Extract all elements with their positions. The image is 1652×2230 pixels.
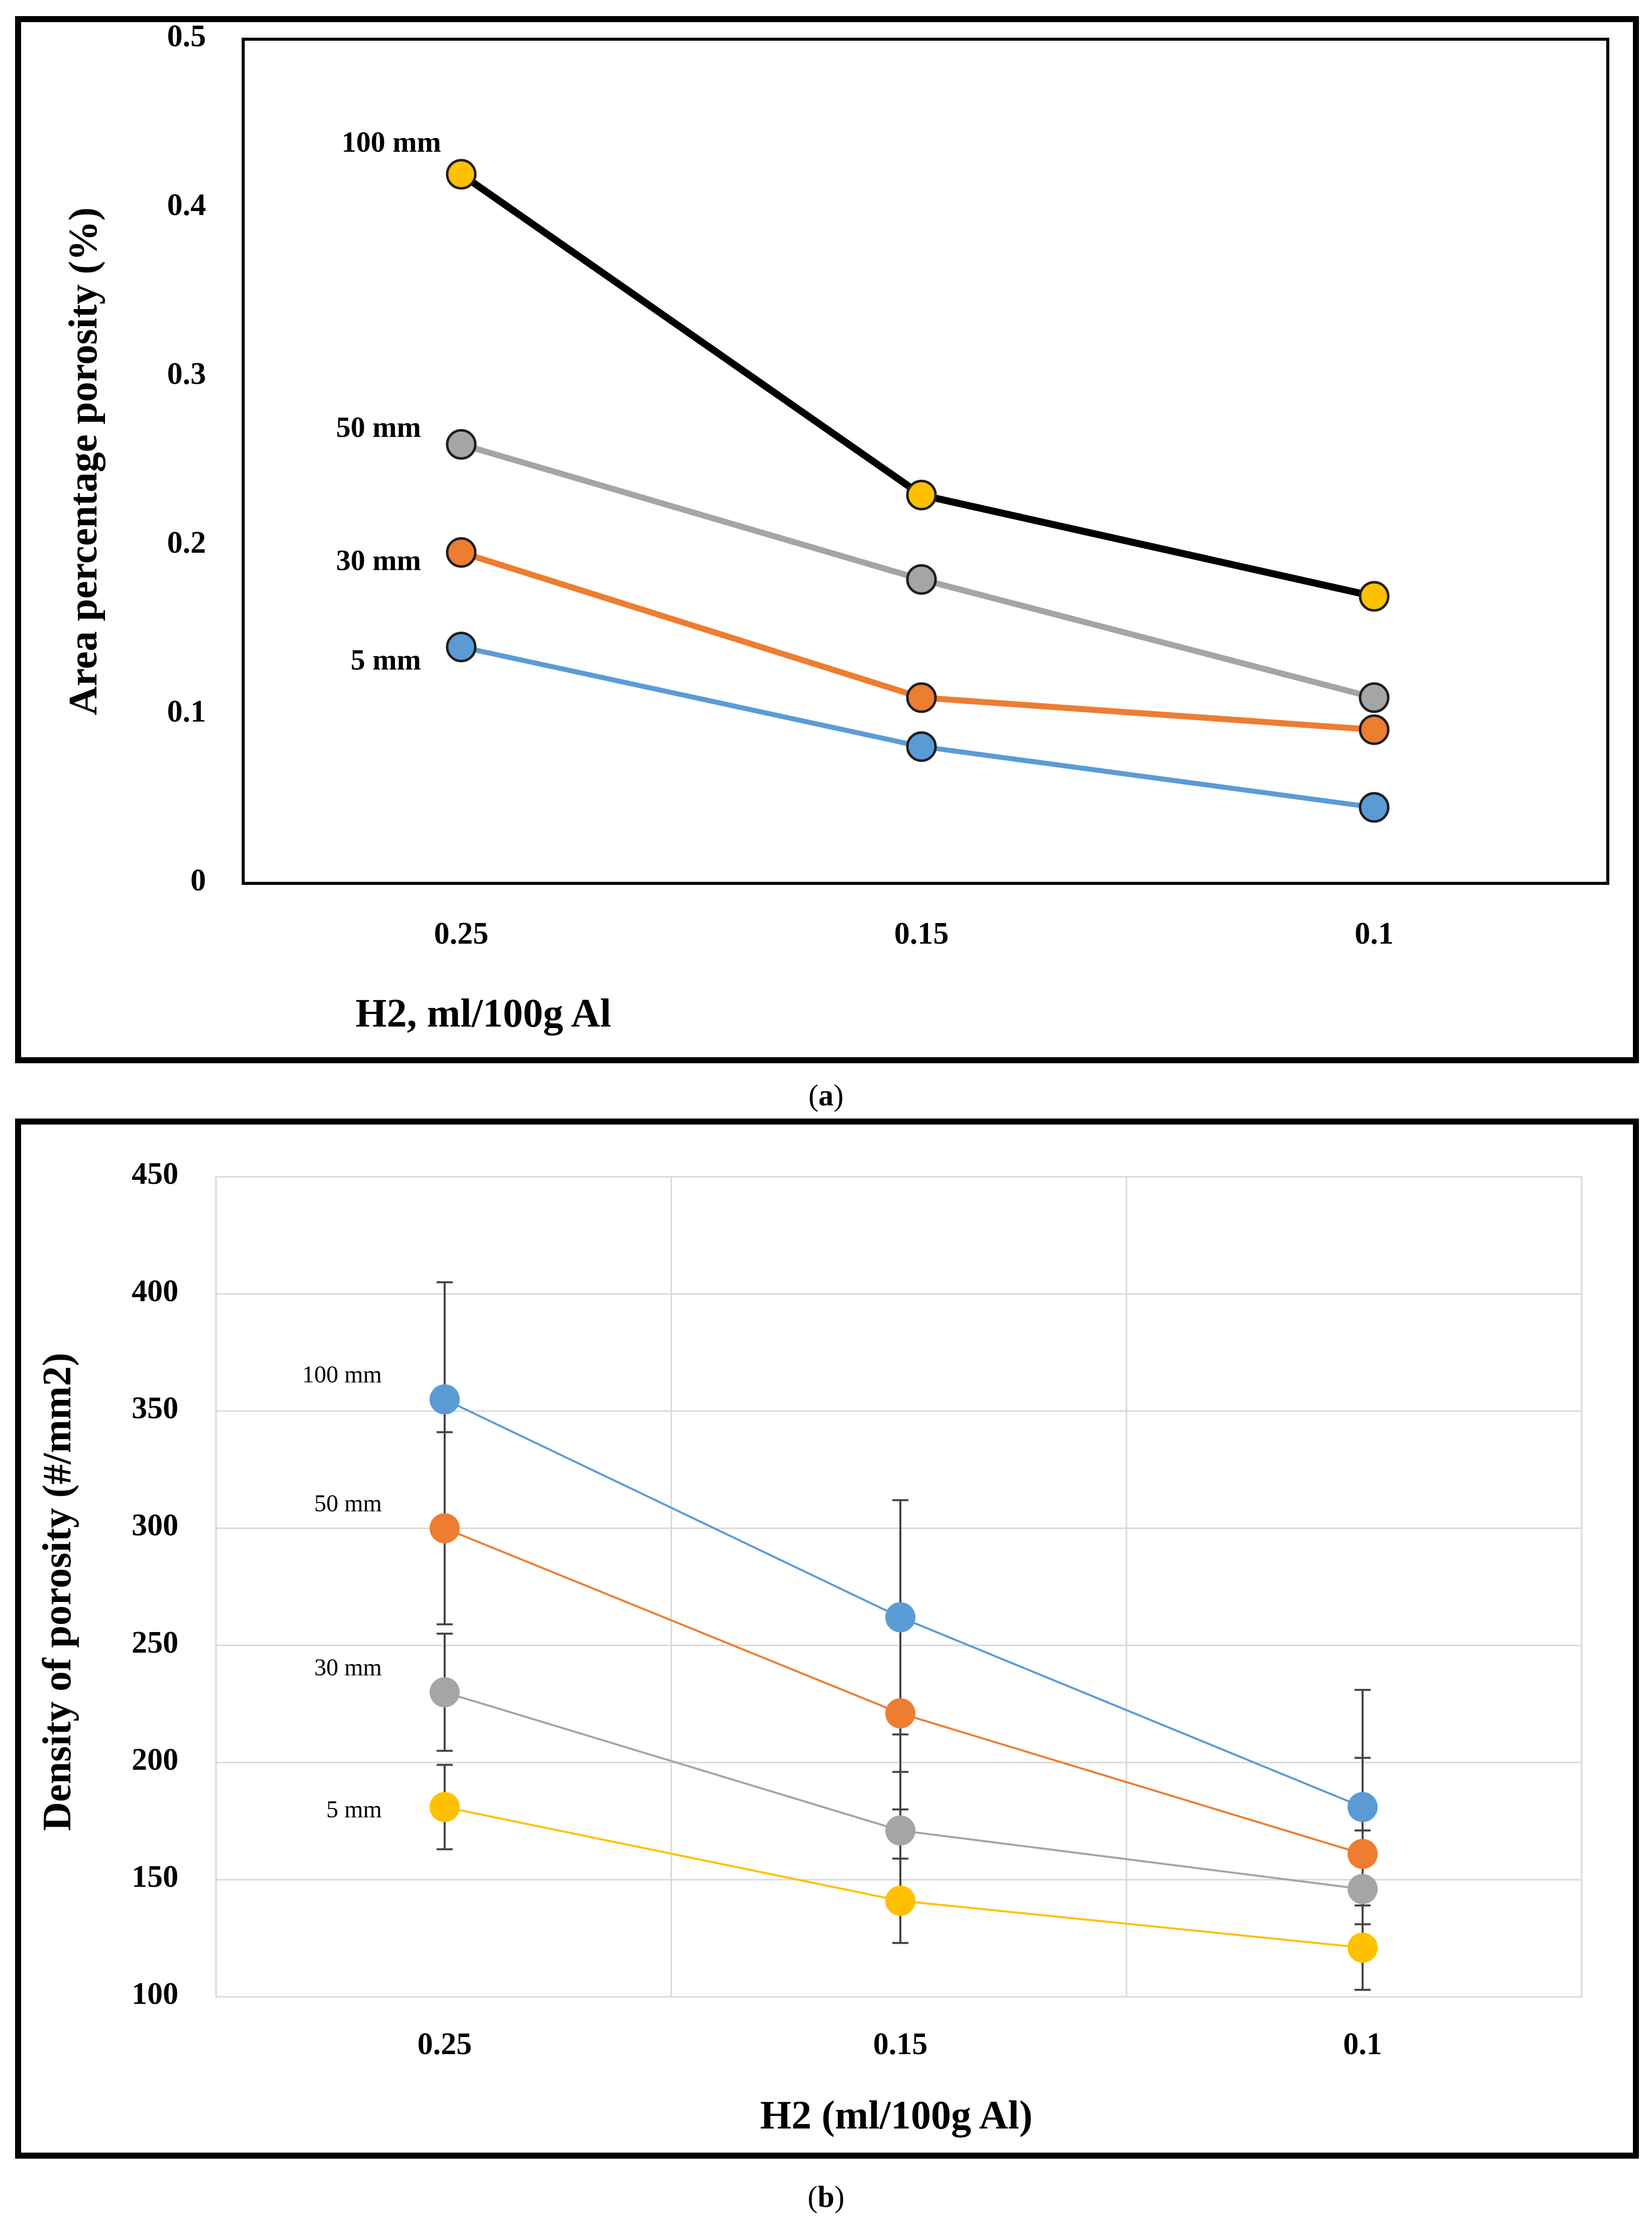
panel-a-point-30-mm-0-25 [446, 537, 477, 568]
panel-b-frame [15, 1119, 1639, 2159]
panel-b-x-axis-label: H2 (ml/100g Al) [760, 2093, 1032, 2138]
panel-b-point-30-mm-0-15 [885, 1815, 915, 1846]
panel-a-y-axis-label: Area percentage porosity (%) [61, 208, 106, 716]
panel-a-ytick-0-2: 0.2 [167, 526, 206, 560]
panel-b-series-markers [430, 1384, 1378, 1963]
panel-a-y-ticks: 0 0.1 0.2 0.3 0.4 0.5 [167, 19, 206, 897]
panel-a-line-100-mm [459, 171, 1375, 600]
panel-b-error-bars [437, 1281, 1371, 1991]
panel-b-point-50-mm-0-25 [430, 1513, 460, 1544]
panel-a-frame [15, 16, 1639, 1063]
panel-a-point-5-mm-0-15 [906, 731, 937, 762]
panel-a-caption: (a) [808, 1079, 844, 1112]
panel-b-ytick-450: 450 [132, 1157, 178, 1191]
panel-a-ytick-0-4: 0.4 [167, 188, 206, 222]
panel-a-series-label-50-mm: 50 mm [336, 411, 421, 443]
panel-a-series-label-100-mm: 100 mm [342, 126, 441, 158]
panel-a-x-ticks: 0.25 0.15 0.1 [434, 917, 1394, 951]
panel-b-point-100-mm-0-1 [1348, 1792, 1378, 1822]
panel-a-ytick-0-3: 0.3 [167, 357, 206, 391]
panel-a-point-50-mm-0-1 [1359, 682, 1390, 713]
panel-b-y-ticks: 100 150 200 250 300 350 400 450 [132, 1157, 178, 2011]
panel-a-point-5-mm-0-25 [446, 632, 477, 663]
panel-a-point-5-mm-0-1 [1359, 792, 1390, 823]
panel-b-xtick-0-15: 0.15 [873, 2027, 928, 2061]
panel-b-gridlines [216, 1176, 1582, 1998]
panel-a-caption-open: ( [808, 1079, 818, 1112]
panel-a-point-100-mm-0-15 [906, 479, 937, 511]
panel-a-series-labels: 100 mm 50 mm 30 mm 5 mm [336, 126, 441, 676]
panel-a-line-5-mm [460, 644, 1375, 810]
panel-a-series-label-5-mm: 5 mm [351, 644, 421, 676]
panel-b-ytick-150: 150 [132, 1860, 178, 1894]
panel-b-series-label-100-mm: 100 mm [302, 1361, 382, 1388]
panel-a-plot-area [242, 38, 1609, 885]
panel-b-caption-letter: b [817, 2180, 834, 2213]
panel-b-ytick-400: 400 [132, 1274, 178, 1308]
panel-b-ytick-350: 350 [132, 1391, 178, 1426]
panel-b-point-50-mm-0-1 [1348, 1839, 1378, 1869]
panel-a-xtick-0-1: 0.1 [1355, 917, 1394, 951]
panel-b-caption-open: ( [807, 2180, 817, 2213]
panel-b-caption-close: ) [835, 2180, 845, 2213]
panel-a-point-30-mm-0-1 [1359, 714, 1390, 745]
panel-b-point-100-mm-0-25 [430, 1384, 460, 1414]
panel-b-plot-area [215, 1176, 1583, 1998]
panel-b-ytick-300: 300 [132, 1508, 178, 1543]
panel-a-point-30-mm-0-15 [906, 682, 937, 713]
panel-b-series-lines [444, 1398, 1363, 1949]
chart-panel-b: 100 150 200 250 300 350 400 450 0.25 0.15 0.1 100… [15, 1119, 1639, 2159]
panel-a-ytick-0: 0 [190, 863, 206, 897]
panel-a-series-label-30-mm: 30 mm [336, 544, 421, 576]
panel-b-xtick-0-1: 0.1 [1343, 2027, 1382, 2061]
panel-b-x-ticks: 0.25 0.15 0.1 [418, 2027, 1382, 2061]
panel-b-point-30-mm-0-25 [430, 1677, 460, 1707]
panel-b-point-50-mm-0-15 [885, 1698, 915, 1729]
chart-panel-a: 0 0.1 0.2 0.3 0.4 0.5 0.25 0.15 0.1 100 mm 50 mm… [15, 16, 1639, 1063]
panel-b-series-label-30-mm: 30 mm [314, 1654, 382, 1681]
panel-a-point-100-mm-0-25 [446, 159, 477, 190]
panel-a-point-50-mm-0-15 [906, 564, 937, 595]
panel-a-x-axis-label: H2, ml/100g Al [356, 991, 611, 1036]
panel-a-xtick-0-15: 0.15 [894, 917, 949, 951]
panel-b-series-label-5-mm: 5 mm [326, 1796, 382, 1822]
panel-b-point-5-mm-0-1 [1348, 1933, 1378, 1963]
panel-a-ytick-0-1: 0.1 [167, 694, 206, 729]
panel-b-point-100-mm-0-15 [885, 1602, 915, 1633]
panel-a-xtick-0-25: 0.25 [434, 917, 489, 951]
panel-b-series-labels: 100 mm 50 mm 30 mm 5 mm [302, 1361, 382, 1822]
panel-b-caption: (b) [807, 2180, 844, 2213]
panel-b-point-5-mm-0-15 [885, 1885, 915, 1916]
panel-a-caption-letter: a [818, 1079, 834, 1112]
panel-b-series-label-50-mm: 50 mm [314, 1490, 382, 1516]
panel-b-ytick-200: 200 [132, 1743, 178, 1777]
panel-b-y-axis-label: Density of porosity (#/mm2) [35, 1353, 79, 1831]
panel-a-ytick-0-5: 0.5 [167, 19, 206, 53]
panel-a-series-markers [446, 159, 1390, 823]
panel-b-ytick-100: 100 [132, 1977, 178, 2011]
panel-a-caption-close: ) [834, 1079, 844, 1112]
panel-a-point-50-mm-0-25 [446, 429, 477, 460]
panel-b-xtick-0-25: 0.25 [418, 2027, 472, 2061]
panel-a-point-100-mm-0-1 [1359, 581, 1390, 612]
panel-b-point-5-mm-0-25 [430, 1792, 460, 1822]
panel-b-line-50-mm [444, 1527, 1363, 1855]
panel-b-ytick-250: 250 [132, 1626, 178, 1660]
panel-b-point-30-mm-0-1 [1348, 1874, 1378, 1904]
